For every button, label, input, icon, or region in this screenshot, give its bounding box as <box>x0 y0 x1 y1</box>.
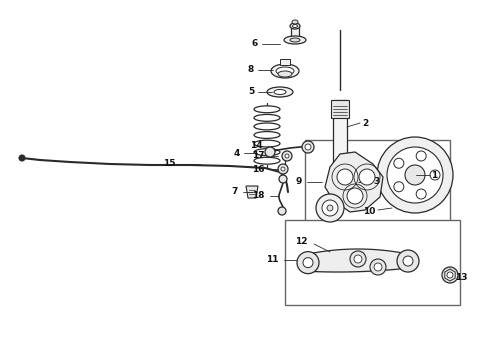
Circle shape <box>405 165 425 185</box>
Text: 8: 8 <box>248 66 254 75</box>
Text: 6: 6 <box>252 40 258 49</box>
Circle shape <box>322 200 338 216</box>
Bar <box>280 59 290 65</box>
Circle shape <box>394 158 404 168</box>
Text: 18: 18 <box>252 192 265 201</box>
Circle shape <box>394 182 404 192</box>
Circle shape <box>377 137 453 213</box>
Circle shape <box>345 185 355 195</box>
Ellipse shape <box>290 38 300 42</box>
Circle shape <box>303 258 313 267</box>
Circle shape <box>265 147 275 157</box>
Ellipse shape <box>278 71 292 77</box>
Bar <box>291 26 299 40</box>
Ellipse shape <box>271 64 299 78</box>
Polygon shape <box>246 186 258 198</box>
Circle shape <box>302 141 314 153</box>
Circle shape <box>374 263 382 271</box>
Circle shape <box>281 167 285 171</box>
Circle shape <box>282 151 292 161</box>
Text: 2: 2 <box>362 118 368 127</box>
Circle shape <box>278 207 286 215</box>
Circle shape <box>297 252 319 274</box>
Text: 16: 16 <box>252 165 265 174</box>
Circle shape <box>416 151 426 161</box>
Text: 9: 9 <box>295 177 302 186</box>
Circle shape <box>350 251 366 267</box>
Ellipse shape <box>276 67 294 75</box>
Circle shape <box>279 175 287 183</box>
Polygon shape <box>325 152 383 212</box>
Bar <box>285 220 460 305</box>
Circle shape <box>347 188 363 204</box>
Text: 17: 17 <box>252 152 265 161</box>
Circle shape <box>397 250 419 272</box>
Circle shape <box>416 189 426 199</box>
Text: 7: 7 <box>232 188 238 197</box>
Ellipse shape <box>290 23 300 29</box>
Ellipse shape <box>267 87 293 97</box>
Text: 10: 10 <box>363 207 375 216</box>
Circle shape <box>442 267 458 283</box>
Bar <box>333 100 347 185</box>
Text: 4: 4 <box>234 148 240 158</box>
Text: 11: 11 <box>267 256 279 265</box>
Text: 1: 1 <box>431 171 437 180</box>
Text: 12: 12 <box>295 238 308 247</box>
Circle shape <box>327 205 333 211</box>
Circle shape <box>19 155 25 161</box>
Bar <box>331 100 349 118</box>
Circle shape <box>316 194 344 222</box>
Circle shape <box>430 170 440 180</box>
Ellipse shape <box>292 20 298 24</box>
Text: 15: 15 <box>164 159 176 168</box>
Circle shape <box>403 256 413 266</box>
Circle shape <box>305 144 311 150</box>
Text: 14: 14 <box>250 141 263 150</box>
Text: 13: 13 <box>455 274 467 283</box>
Text: 3: 3 <box>373 177 379 186</box>
Circle shape <box>337 169 353 185</box>
Circle shape <box>359 169 375 185</box>
Circle shape <box>278 164 288 174</box>
Ellipse shape <box>284 36 306 44</box>
Circle shape <box>370 259 386 275</box>
Circle shape <box>354 255 362 263</box>
Circle shape <box>387 147 443 203</box>
Bar <box>305 140 450 222</box>
Text: 5: 5 <box>248 87 254 96</box>
Circle shape <box>348 188 352 192</box>
Circle shape <box>285 154 289 158</box>
Ellipse shape <box>274 90 286 94</box>
Circle shape <box>447 272 453 278</box>
Ellipse shape <box>293 24 297 27</box>
